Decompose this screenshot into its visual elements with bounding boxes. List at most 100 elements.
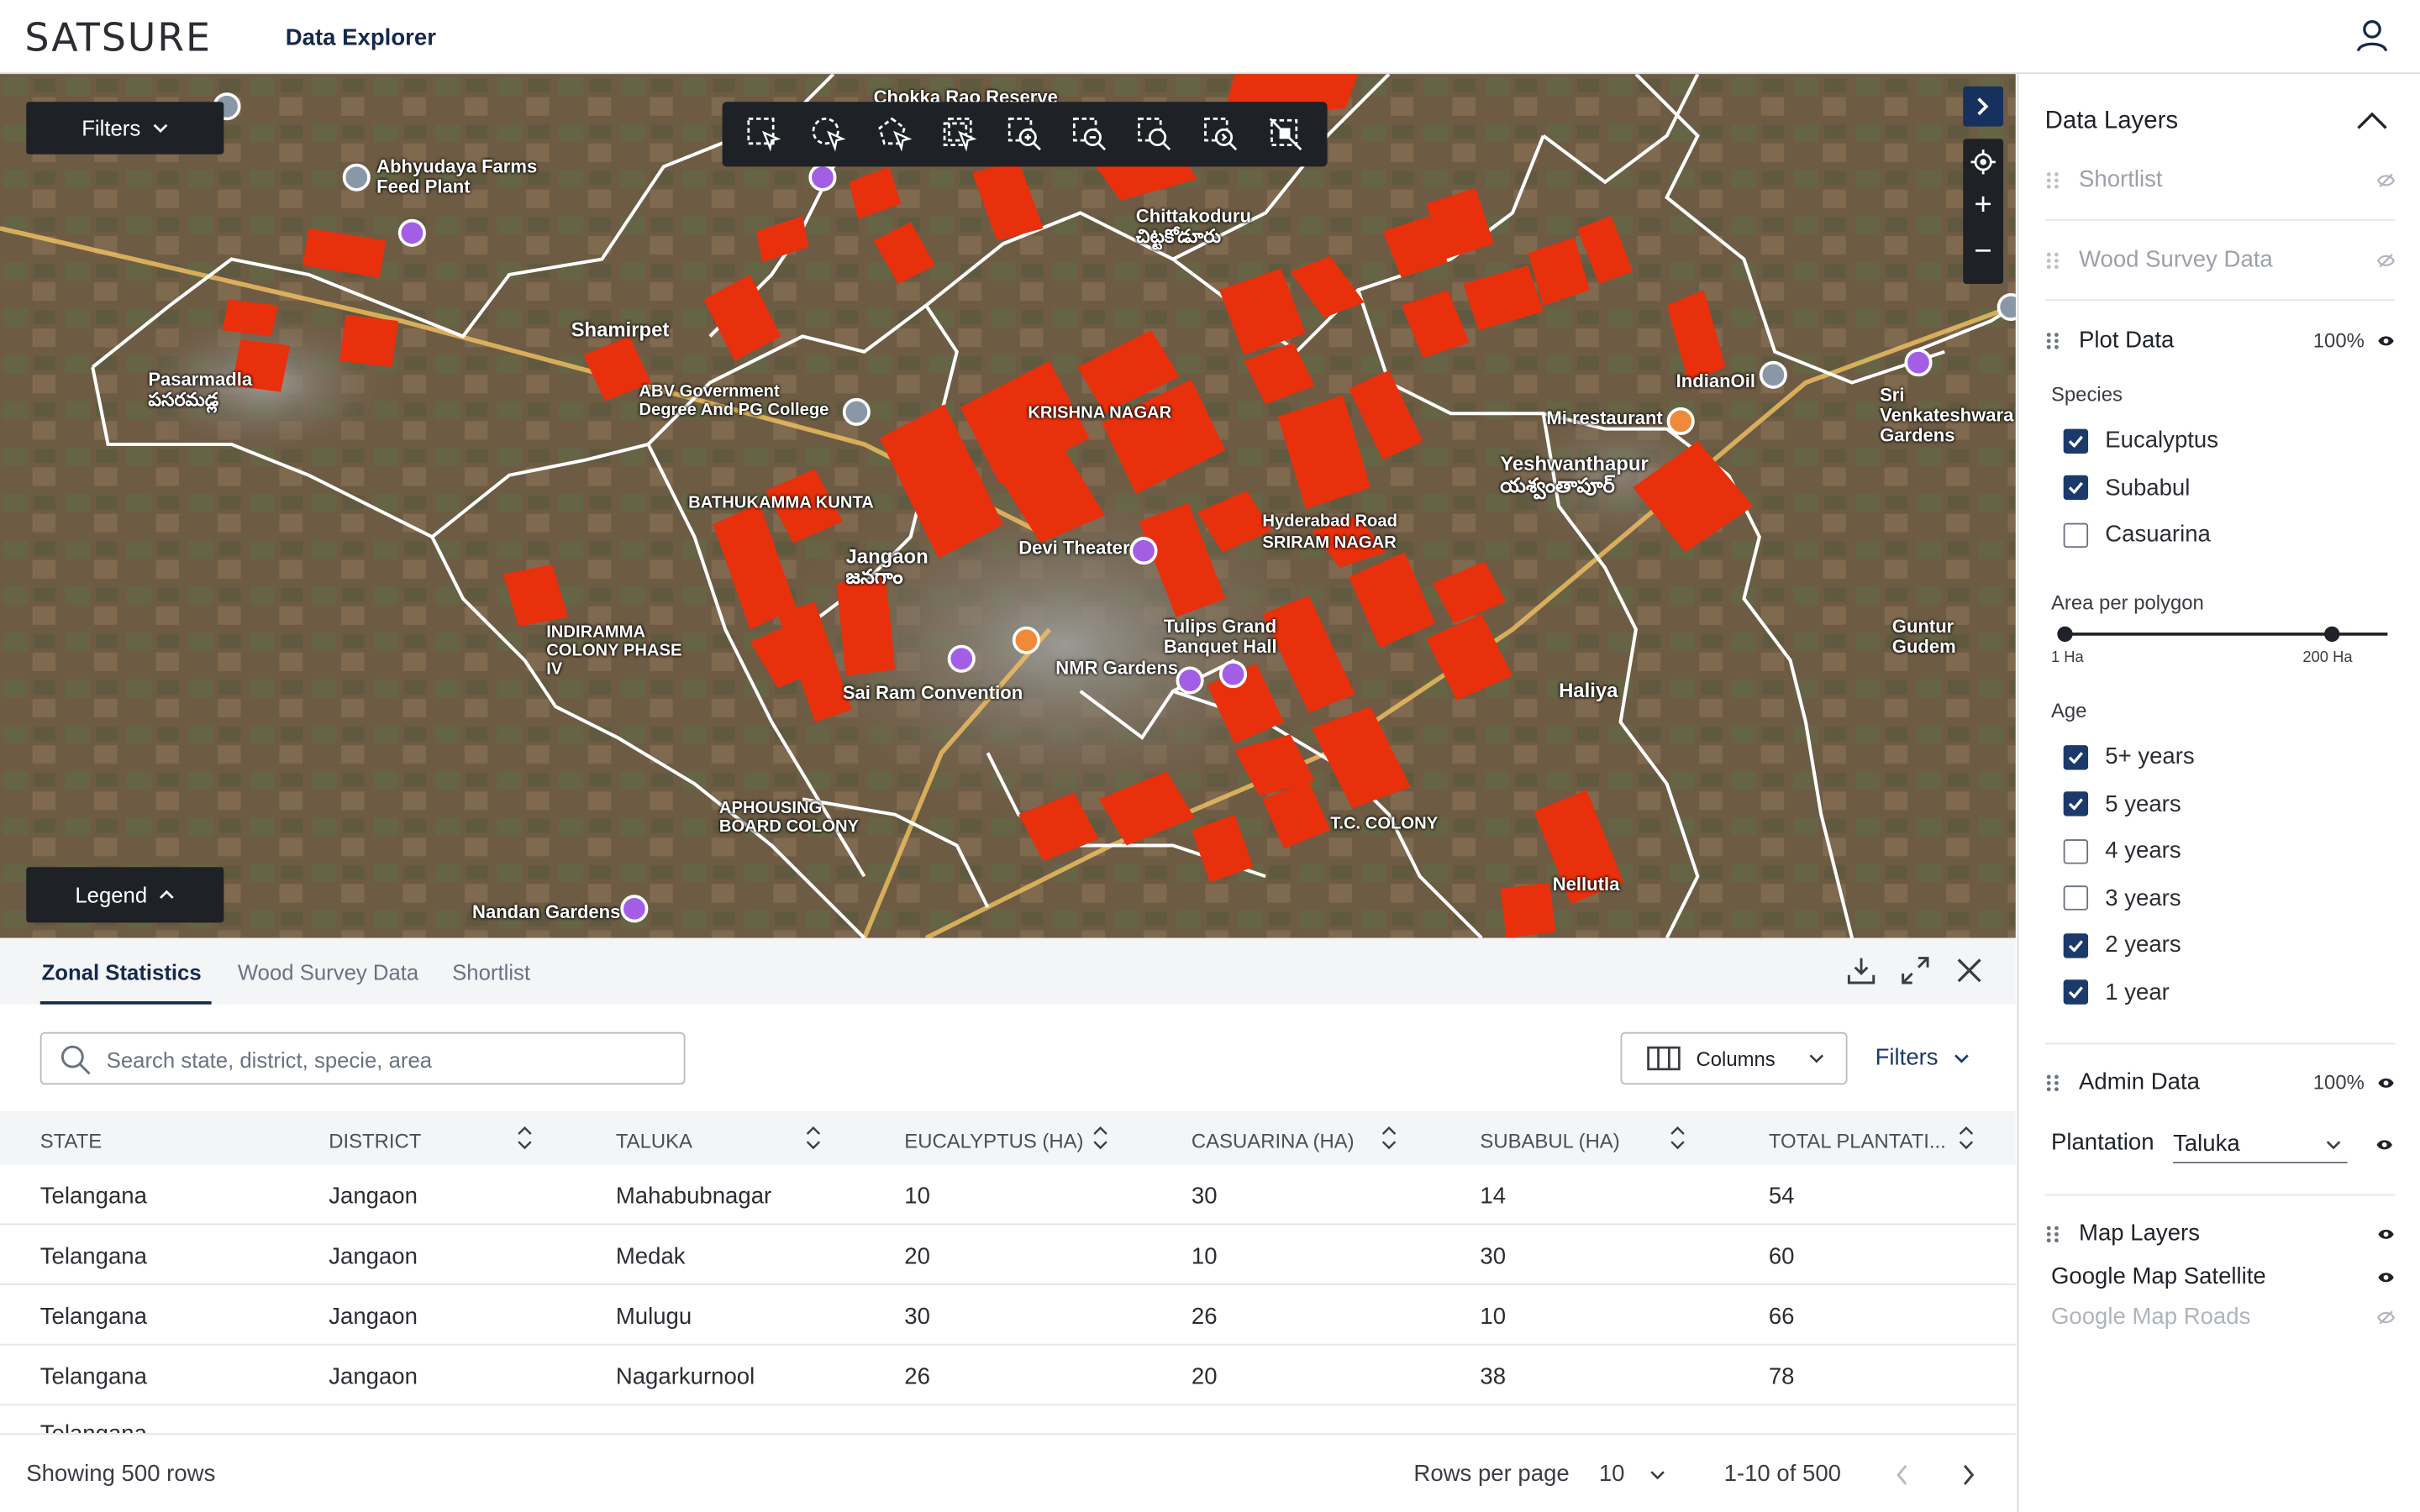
drag-handle-icon[interactable] <box>2044 330 2060 350</box>
checkbox-checked-icon[interactable] <box>2063 932 2089 958</box>
checkbox-empty-icon[interactable] <box>2063 838 2089 864</box>
poi-marker[interactable] <box>342 163 371 192</box>
layer-admin-opacity[interactable]: 100% <box>2312 1070 2365 1095</box>
poi-marker[interactable] <box>1176 666 1204 695</box>
poi-marker[interactable] <box>842 397 871 426</box>
poi-marker[interactable] <box>1996 292 2016 322</box>
poi-marker[interactable] <box>397 218 426 247</box>
eye-off-icon[interactable] <box>2377 250 2396 269</box>
poi-marker[interactable] <box>1904 349 1933 377</box>
select-circle-icon[interactable] <box>806 111 852 157</box>
locate-icon[interactable] <box>1970 148 1997 176</box>
plantation-select[interactable]: Taluka <box>2173 1126 2348 1163</box>
eye-icon[interactable] <box>2377 1073 2396 1091</box>
map-layer-satellite[interactable]: Google Map Satellite <box>2051 1263 2396 1289</box>
species-checkbox[interactable]: Subabul <box>2063 475 2190 501</box>
sort-icon[interactable] <box>1381 1126 1397 1150</box>
area-slider-min-handle[interactable] <box>2057 626 2073 643</box>
header-district[interactable]: DISTRICT <box>329 1129 422 1153</box>
table-filters-button[interactable]: Filters <box>1876 1044 1970 1071</box>
next-page-icon[interactable] <box>1961 1464 1975 1486</box>
close-icon[interactable] <box>1957 958 1981 983</box>
eye-off-icon[interactable] <box>2377 1308 2396 1326</box>
eye-icon[interactable] <box>2377 1224 2396 1242</box>
area-slider-track[interactable] <box>2063 633 2388 636</box>
collapse-panel-button[interactable] <box>1963 86 2004 127</box>
expand-icon[interactable] <box>1902 957 1929 984</box>
columns-button[interactable]: Columns <box>1620 1032 1848 1085</box>
table-row[interactable]: Telangana Jangaon Nagarkurnool 26 20 38 78 <box>0 1346 2016 1406</box>
checkbox-checked-icon[interactable] <box>2063 791 2089 816</box>
age-checkbox[interactable]: 5 years <box>2063 790 2181 817</box>
select-rect-icon[interactable] <box>741 111 787 157</box>
tab-wood-survey-data[interactable]: Wood Survey Data <box>237 959 419 984</box>
select-polygon-icon[interactable] <box>871 111 918 157</box>
sort-icon[interactable] <box>806 1126 821 1150</box>
zoom-out-area-icon[interactable] <box>1067 111 1113 157</box>
brand-logo[interactable]: SATSURE <box>24 15 212 60</box>
layer-admin-data[interactable]: Admin Data 100% <box>2044 1069 2396 1095</box>
checkbox-checked-icon[interactable] <box>2063 979 2089 1005</box>
checkbox-empty-icon[interactable] <box>2063 522 2089 548</box>
sort-icon[interactable] <box>517 1126 532 1150</box>
layer-plot-data[interactable]: Plot Data 100% <box>2044 327 2396 354</box>
poi-marker[interactable] <box>620 895 649 923</box>
legend-button[interactable]: Legend <box>26 867 224 923</box>
poi-marker[interactable] <box>1129 537 1158 565</box>
species-checkbox[interactable]: Casuarina <box>2063 522 2211 548</box>
header-total-plantation[interactable]: TOTAL PLANTATI... <box>1768 1129 1946 1153</box>
table-row[interactable]: Telangana Jangaon Medak 20 10 30 60 <box>0 1225 2016 1285</box>
download-icon[interactable] <box>1847 957 1876 984</box>
age-checkbox[interactable]: 4 years <box>2063 837 2181 864</box>
poi-marker[interactable] <box>808 163 837 192</box>
drag-handle-icon[interactable] <box>2044 1073 2060 1092</box>
zoom-in-button[interactable]: + <box>1974 188 1992 223</box>
checkbox-empty-icon[interactable] <box>2063 885 2089 911</box>
age-checkbox[interactable]: 5+ years <box>2063 743 2195 770</box>
zoom-search-icon[interactable] <box>1132 111 1178 157</box>
eye-icon[interactable] <box>2377 1268 2396 1286</box>
sort-icon[interactable] <box>1959 1126 1974 1150</box>
eye-off-icon[interactable] <box>2377 171 2396 189</box>
layer-map-layers[interactable]: Map Layers <box>2044 1221 2396 1247</box>
chevron-up-icon[interactable] <box>2357 111 2388 129</box>
search-input[interactable]: Search state, district, specie, area <box>106 1047 433 1073</box>
sort-icon[interactable] <box>1670 1126 1685 1150</box>
zoom-in-area-icon[interactable] <box>1002 111 1048 157</box>
age-checkbox[interactable]: 1 year <box>2063 979 2170 1005</box>
clear-selection-icon[interactable] <box>1262 111 1308 157</box>
prev-page-icon[interactable] <box>1895 1464 1909 1486</box>
header-state[interactable]: STATE <box>39 1129 103 1153</box>
zoom-out-button[interactable]: − <box>1974 234 1992 269</box>
layer-plot-opacity[interactable]: 100% <box>2312 328 2365 352</box>
poi-marker[interactable] <box>1759 360 1787 389</box>
user-icon[interactable] <box>2355 18 2389 52</box>
table-row[interactable]: Telangana Jangaon Mahabubnagar 10 30 14 54 <box>0 1165 2016 1226</box>
area-slider-max-handle[interactable] <box>2324 626 2340 643</box>
age-checkbox[interactable]: 3 years <box>2063 885 2181 911</box>
tab-zonal-statistics[interactable]: Zonal Statistics <box>41 959 202 984</box>
checkbox-checked-icon[interactable] <box>2063 475 2089 501</box>
header-taluka[interactable]: TALUKA <box>615 1129 692 1153</box>
poi-marker[interactable] <box>947 644 976 673</box>
satellite-map[interactable] <box>0 74 2016 938</box>
drag-handle-icon[interactable] <box>2044 250 2060 270</box>
tab-shortlist[interactable]: Shortlist <box>452 959 531 984</box>
zoom-reset-icon[interactable] <box>1197 111 1244 157</box>
species-checkbox[interactable]: Eucalyptus <box>2063 428 2218 454</box>
layer-shortlist[interactable]: Shortlist <box>2044 166 2396 193</box>
map-layer-roads[interactable]: Google Map Roads <box>2051 1304 2396 1330</box>
sort-icon[interactable] <box>1092 1126 1107 1150</box>
layer-wood-survey[interactable]: Wood Survey Data <box>2044 247 2396 273</box>
header-subabul[interactable]: SUBABUL (HA) <box>1480 1129 1620 1153</box>
age-checkbox[interactable]: 2 years <box>2063 932 2181 958</box>
poi-marker[interactable] <box>1666 407 1695 435</box>
header-eucalyptus[interactable]: EUCALYPTUS (HA) <box>904 1129 1084 1153</box>
rows-per-page-select[interactable]: 10 <box>1599 1461 1665 1488</box>
checkbox-checked-icon[interactable] <box>2063 744 2089 769</box>
drag-handle-icon[interactable] <box>2044 1224 2060 1243</box>
table-row[interactable]: Telangana Jangaon Mulugu 30 26 10 66 <box>0 1285 2016 1346</box>
eye-icon[interactable] <box>2375 1136 2394 1154</box>
map-filters-button[interactable]: Filters <box>26 102 224 155</box>
select-multi-icon[interactable] <box>936 111 982 157</box>
